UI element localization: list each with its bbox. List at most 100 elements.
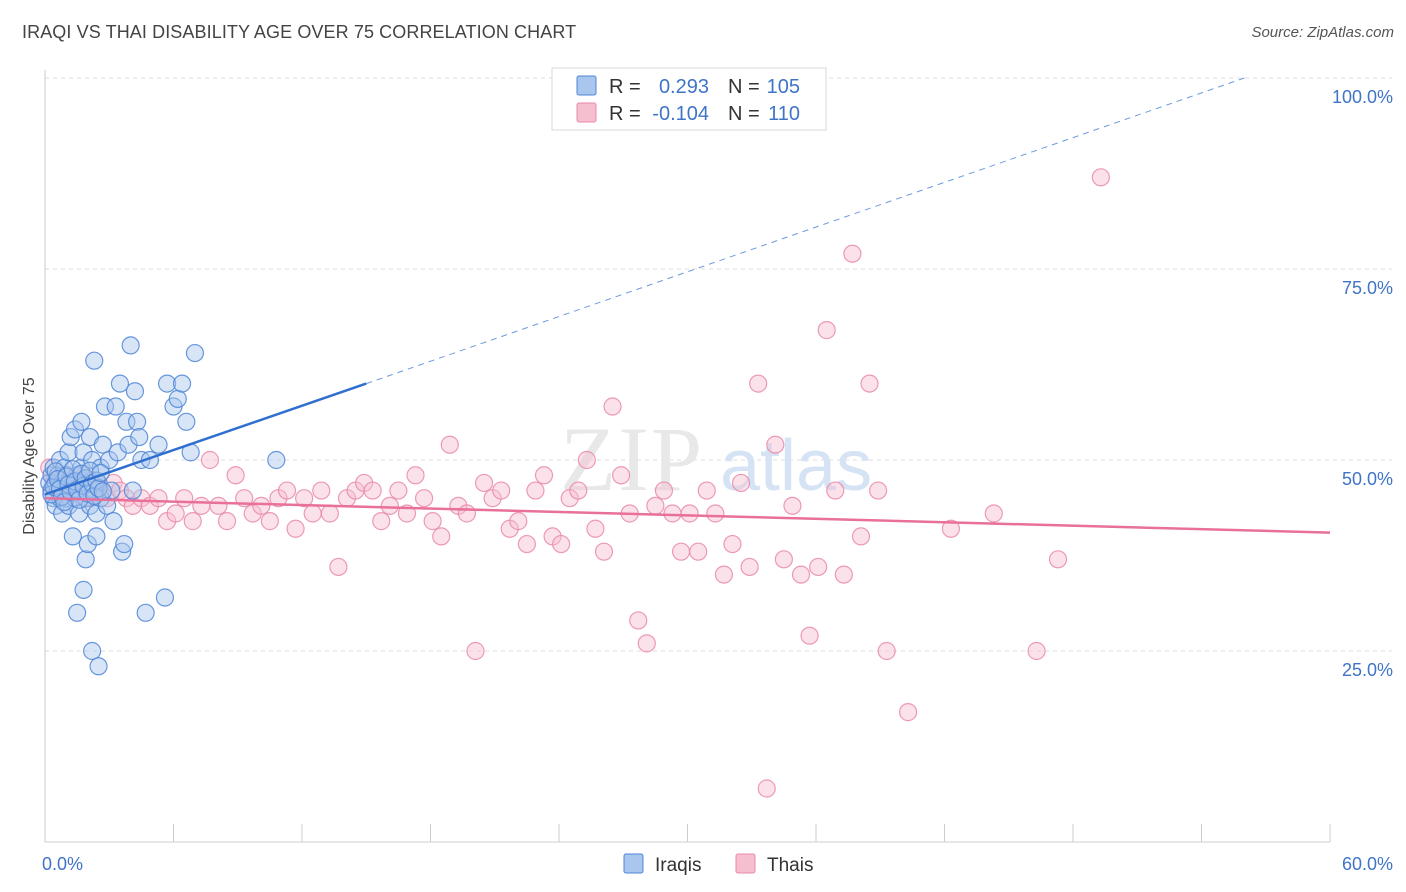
point-thais-78 xyxy=(663,504,682,523)
point-thais-33 xyxy=(277,481,297,500)
point-iraqis-74 xyxy=(168,389,187,408)
point-iraqis-72 xyxy=(157,374,177,393)
point-iraqis-64 xyxy=(125,382,145,401)
point-thais-65 xyxy=(552,534,571,554)
point-thais-20 xyxy=(166,504,185,523)
point-iraqis-45 xyxy=(89,657,108,676)
point-iraqis-17 xyxy=(59,443,78,462)
point-iraqis-76 xyxy=(177,412,196,431)
point-thais-22 xyxy=(183,512,202,531)
point-thais-103 xyxy=(877,641,896,661)
y-tick-label-1: 50.0% xyxy=(1342,469,1393,489)
point-iraqis-65 xyxy=(127,412,147,431)
trend-line-thais xyxy=(44,496,1331,534)
point-thais-80 xyxy=(680,504,699,523)
point-iraqis-26 xyxy=(68,603,87,622)
point-thais-95 xyxy=(809,557,828,577)
point-thais-51 xyxy=(432,527,451,546)
point-thais-108 xyxy=(1048,550,1068,569)
point-thais-50 xyxy=(423,512,442,531)
point-thais-21 xyxy=(175,489,194,508)
point-thais-39 xyxy=(329,557,348,577)
point-iraqis-75 xyxy=(172,374,192,393)
point-thais-70 xyxy=(594,542,614,561)
point-thais-99 xyxy=(843,244,862,263)
point-thais-55 xyxy=(466,641,485,661)
point-thais-74 xyxy=(629,611,648,630)
point-thais-77 xyxy=(654,481,674,500)
legend-top-n-value-thais: 110 xyxy=(768,103,800,125)
point-thais-35 xyxy=(295,489,314,508)
point-thais-25 xyxy=(209,496,228,515)
point-thais-88 xyxy=(749,374,768,393)
point-thais-56 xyxy=(474,473,494,493)
legend-top-swatch-iraqis xyxy=(576,75,597,96)
point-iraqis-66 xyxy=(130,427,149,447)
point-thais-45 xyxy=(380,496,399,515)
point-thais-68 xyxy=(577,450,596,470)
legend-bottom-label-iraqis: Iraqis xyxy=(655,855,701,876)
point-iraqis-34 xyxy=(76,550,95,569)
point-iraqis-62 xyxy=(121,336,140,355)
point-iraqis-31 xyxy=(74,580,93,599)
point-thais-37 xyxy=(312,481,331,500)
point-thais-14 xyxy=(117,489,136,508)
point-thais-85 xyxy=(723,534,742,554)
point-thais-34 xyxy=(286,519,305,538)
point-iraqis-54 xyxy=(104,512,123,531)
series-thais-points xyxy=(40,168,1110,798)
point-iraqis-79 xyxy=(267,450,286,470)
svg-text:atlas: atlas xyxy=(720,426,872,506)
point-iraqis-57 xyxy=(110,374,130,393)
point-thais-23 xyxy=(192,496,211,515)
legend-bottom-swatch-thais xyxy=(735,853,756,874)
point-thais-54 xyxy=(457,504,477,523)
point-thais-58 xyxy=(492,481,511,500)
point-thais-72 xyxy=(612,466,631,485)
point-thais-49 xyxy=(414,489,434,508)
point-thais-52 xyxy=(440,435,459,454)
point-iraqis-71 xyxy=(155,588,175,607)
y-tick-label-3: 100.0% xyxy=(1332,87,1393,107)
point-thais-69 xyxy=(586,519,605,538)
legend-top-box xyxy=(551,67,827,131)
legend-top-n-value-iraqis: 105 xyxy=(767,76,800,98)
legend-top-n-label-iraqis: N = xyxy=(728,76,760,98)
point-thais-44 xyxy=(372,512,391,531)
legend-bottom-swatch-iraqis xyxy=(623,853,644,874)
point-thais-93 xyxy=(791,565,811,584)
legend-top-r-label-iraqis: R = xyxy=(609,76,641,98)
legend-top-swatch-thais xyxy=(576,102,597,123)
point-iraqis-43 xyxy=(87,527,106,546)
legend-top-r-label-thais: R = xyxy=(609,103,641,125)
point-iraqis-68 xyxy=(136,603,155,622)
point-thais-83 xyxy=(706,504,725,523)
tick-labels: 25.0% 50.0% 75.0% 100.0% 0.0% 60.0% xyxy=(42,87,1393,874)
point-thais-104 xyxy=(898,703,918,722)
point-thais-102 xyxy=(869,481,888,500)
point-iraqis-23 xyxy=(65,420,85,439)
legend-bottom: Iraqis Thais xyxy=(623,853,813,876)
point-thais-24 xyxy=(200,450,220,470)
point-iraqis-49 xyxy=(93,435,112,454)
point-thais-60 xyxy=(509,512,528,531)
point-thais-30 xyxy=(252,496,271,515)
point-thais-75 xyxy=(637,634,656,653)
x-tick-label-min: 0.0% xyxy=(42,854,83,874)
point-thais-91 xyxy=(774,550,793,569)
y-axis-label: Disability Age Over 75 xyxy=(21,377,38,535)
point-thais-76 xyxy=(646,496,665,515)
point-thais-82 xyxy=(697,481,716,500)
point-thais-94 xyxy=(800,626,819,645)
point-thais-101 xyxy=(860,374,879,393)
point-iraqis-40 xyxy=(83,641,102,661)
point-thais-92 xyxy=(783,496,802,515)
point-thais-107 xyxy=(1027,641,1046,661)
x-tick-label-max: 60.0% xyxy=(1342,854,1393,874)
point-thais-46 xyxy=(389,481,408,500)
point-thais-27 xyxy=(226,466,245,485)
trend-line-iraqis xyxy=(44,382,367,496)
point-iraqis-78 xyxy=(185,343,205,363)
point-iraqis-60 xyxy=(117,412,136,431)
legend-top-r-value-thais: -0.104 xyxy=(652,103,709,125)
